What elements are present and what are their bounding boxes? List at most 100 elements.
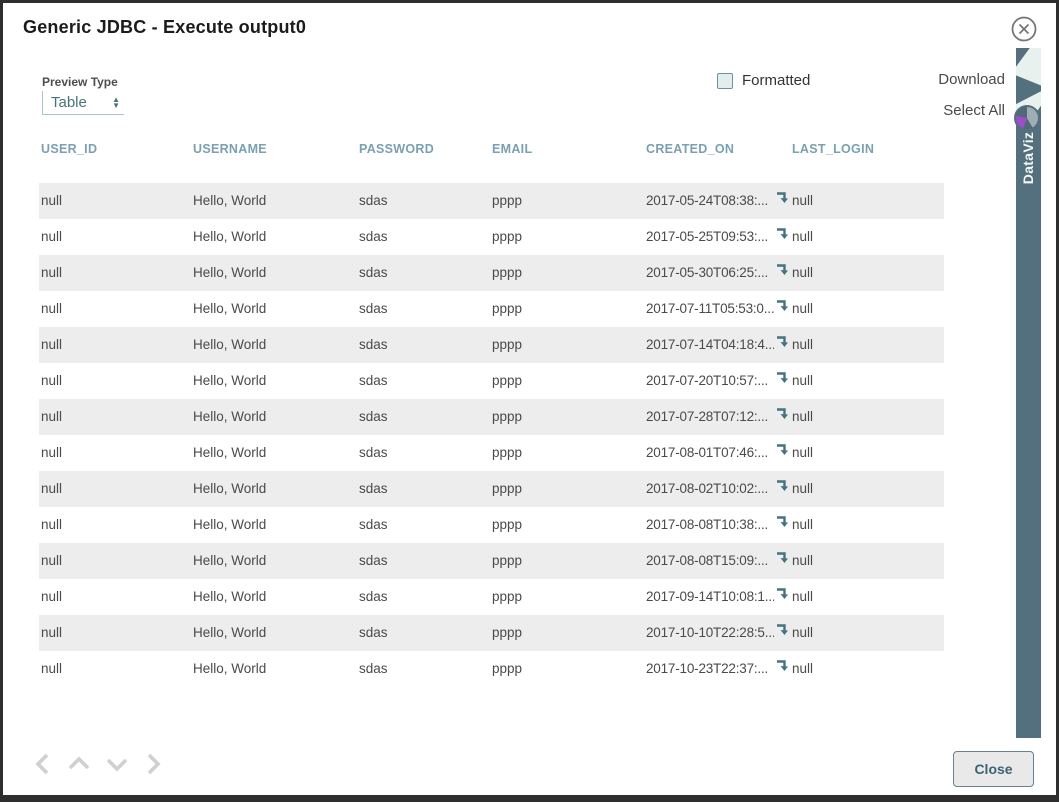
column-header-created-on: CREATED_ON — [646, 142, 735, 156]
pie-chart-icon[interactable] — [1014, 105, 1040, 131]
cell-last-login: null — [792, 229, 814, 244]
expand-value-icon[interactable] — [775, 615, 789, 651]
cell-username: Hello, World — [193, 229, 267, 244]
expand-value-icon[interactable] — [775, 183, 789, 219]
cell-email: pppp — [492, 301, 523, 316]
cell-username: Hello, World — [193, 661, 267, 676]
table-body: null Hello, World sdas pppp 2017-05-24T08:38… — [39, 183, 944, 687]
cell-last-login: null — [792, 301, 814, 316]
cell-user-id: null — [41, 445, 63, 460]
page-last-icon[interactable] — [141, 750, 165, 778]
cell-user-id: null — [41, 481, 63, 496]
cell-user-id: null — [41, 337, 63, 352]
table-row[interactable]: null Hello, World sdas pppp 2017-05-25T09:53… — [39, 219, 944, 255]
cell-username: Hello, World — [193, 589, 267, 604]
cell-created-on: 2017-09-14T10:08:1... — [646, 589, 774, 604]
column-header-email: EMAIL — [492, 142, 533, 156]
expand-value-icon[interactable] — [775, 399, 789, 435]
table-row[interactable]: null Hello, World sdas pppp 2017-09-14T10:08… — [39, 579, 944, 615]
close-icon[interactable] — [1009, 14, 1039, 44]
formatted-checkbox[interactable] — [717, 72, 733, 89]
cell-created-on: 2017-05-30T06:25:... — [646, 265, 769, 280]
page-down-icon[interactable] — [103, 750, 131, 778]
table-row[interactable]: null Hello, World sdas pppp 2017-10-23T22:37… — [39, 651, 944, 687]
cell-password: sdas — [359, 193, 388, 208]
close-button[interactable]: Close — [953, 751, 1034, 787]
cell-password: sdas — [359, 301, 388, 316]
cell-username: Hello, World — [193, 337, 267, 352]
table-row[interactable]: null Hello, World sdas pppp 2017-07-11T05:53… — [39, 291, 944, 327]
cell-username: Hello, World — [193, 373, 267, 388]
cell-last-login: null — [792, 409, 814, 424]
cell-user-id: null — [41, 265, 63, 280]
cell-username: Hello, World — [193, 481, 267, 496]
cell-user-id: null — [41, 589, 63, 604]
cell-password: sdas — [359, 229, 388, 244]
formatted-label: Formatted — [742, 72, 811, 89]
table-row[interactable]: null Hello, World sdas pppp 2017-08-08T15:09… — [39, 543, 944, 579]
expand-value-icon[interactable] — [775, 255, 789, 291]
spinner-arrows-icon[interactable]: ▲ ▼ — [112, 94, 120, 110]
cell-password: sdas — [359, 517, 388, 532]
cell-user-id: null — [41, 517, 63, 532]
cell-password: sdas — [359, 337, 388, 352]
cell-created-on: 2017-07-28T07:12:... — [646, 409, 769, 424]
expand-value-icon[interactable] — [775, 219, 789, 255]
cell-password: sdas — [359, 409, 388, 424]
expand-value-icon[interactable] — [775, 291, 789, 327]
cell-username: Hello, World — [193, 553, 267, 568]
preview-type-value: Table — [51, 94, 87, 111]
cell-user-id: null — [41, 193, 63, 208]
table-row[interactable]: null Hello, World sdas pppp 2017-07-14T04:18… — [39, 327, 944, 363]
cell-username: Hello, World — [193, 409, 267, 424]
table-header: USER_ID USERNAME PASSWORD EMAIL CREATED_… — [39, 142, 944, 160]
table-row[interactable]: null Hello, World sdas pppp 2017-05-24T08:38… — [39, 183, 944, 219]
expand-value-icon[interactable] — [775, 363, 789, 399]
cell-created-on: 2017-07-20T10:57:... — [646, 373, 769, 388]
cell-username: Hello, World — [193, 265, 267, 280]
table-row[interactable]: null Hello, World sdas pppp 2017-05-30T06:25… — [39, 255, 944, 291]
table-row[interactable]: null Hello, World sdas pppp 2017-10-10T22:28… — [39, 615, 944, 651]
cell-password: sdas — [359, 625, 388, 640]
expand-value-icon[interactable] — [775, 651, 789, 687]
cell-last-login: null — [792, 373, 814, 388]
expand-value-icon[interactable] — [775, 471, 789, 507]
cell-email: pppp — [492, 373, 523, 388]
page-up-icon[interactable] — [65, 750, 93, 778]
download-link[interactable]: Download — [938, 71, 1005, 88]
cell-email: pppp — [492, 193, 523, 208]
page-first-icon[interactable] — [31, 750, 55, 778]
cell-created-on: 2017-08-08T15:09:... — [646, 553, 769, 568]
cell-username: Hello, World — [193, 625, 267, 640]
column-header-last-login: LAST_LOGIN — [792, 142, 875, 156]
table-row[interactable]: null Hello, World sdas pppp 2017-08-02T10:02… — [39, 471, 944, 507]
cell-username: Hello, World — [193, 193, 267, 208]
table-row[interactable]: null Hello, World sdas pppp 2017-08-08T10:38… — [39, 507, 944, 543]
preview-type-select[interactable]: Table ▲ ▼ — [42, 91, 124, 115]
cell-username: Hello, World — [193, 517, 267, 532]
cell-created-on: 2017-07-14T04:18:4... — [646, 337, 774, 352]
expand-value-icon[interactable] — [775, 507, 789, 543]
cell-password: sdas — [359, 481, 388, 496]
table-row[interactable]: null Hello, World sdas pppp 2017-08-01T07:46… — [39, 435, 944, 471]
table-row[interactable]: null Hello, World sdas pppp 2017-07-28T07:12… — [39, 399, 944, 435]
cell-email: pppp — [492, 409, 523, 424]
cell-email: pppp — [492, 445, 523, 460]
select-all-link[interactable]: Select All — [943, 102, 1005, 119]
cell-created-on: 2017-05-24T08:38:... — [646, 193, 769, 208]
expand-value-icon[interactable] — [775, 579, 789, 615]
expand-value-icon[interactable] — [775, 543, 789, 579]
cell-user-id: null — [41, 661, 63, 676]
column-header-user-id: USER_ID — [41, 142, 98, 156]
dataviz-side-tab[interactable]: DataViz — [1014, 48, 1041, 738]
dialog-title: Generic JDBC - Execute output0 — [23, 17, 307, 37]
cell-password: sdas — [359, 373, 388, 388]
expand-value-icon[interactable] — [775, 327, 789, 363]
cell-username: Hello, World — [193, 301, 267, 316]
table-row[interactable]: null Hello, World sdas pppp 2017-07-20T10:57… — [39, 363, 944, 399]
expand-value-icon[interactable] — [775, 435, 789, 471]
cell-created-on: 2017-07-11T05:53:0... — [646, 301, 774, 316]
cell-last-login: null — [792, 481, 814, 496]
column-header-username: USERNAME — [193, 142, 267, 156]
